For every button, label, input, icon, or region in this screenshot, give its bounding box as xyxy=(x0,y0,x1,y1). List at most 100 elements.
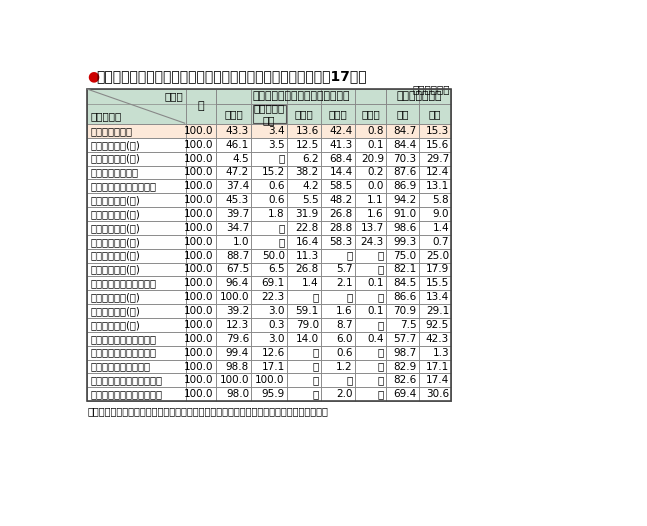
Bar xyxy=(386,332,419,346)
Bar xyxy=(252,346,287,360)
Text: 99.4: 99.4 xyxy=(226,348,249,358)
Text: 58.3: 58.3 xyxy=(330,237,353,247)
Bar xyxy=(215,179,252,193)
Bar xyxy=(386,88,452,104)
Text: －: － xyxy=(313,361,319,371)
Text: 医療職俸給表(二): 医療職俸給表(二) xyxy=(90,306,140,316)
Bar xyxy=(215,166,252,179)
Bar xyxy=(287,276,321,290)
Text: －: － xyxy=(313,389,319,399)
Text: 100.0: 100.0 xyxy=(219,376,249,386)
Bar xyxy=(419,207,452,221)
Text: 96.4: 96.4 xyxy=(226,278,249,288)
Text: 98.0: 98.0 xyxy=(226,389,249,399)
Text: 13.1: 13.1 xyxy=(426,181,449,191)
Text: 0.4: 0.4 xyxy=(367,334,384,344)
Text: 79.6: 79.6 xyxy=(226,334,249,344)
Text: 海事職俸給表(二): 海事職俸給表(二) xyxy=(90,237,140,247)
Text: 3.0: 3.0 xyxy=(269,334,285,344)
Bar xyxy=(87,151,186,166)
Bar xyxy=(252,262,287,276)
Bar xyxy=(215,151,252,166)
Bar xyxy=(287,304,321,318)
Bar xyxy=(186,276,215,290)
Text: 教育職俸給表(一): 教育職俸給表(一) xyxy=(90,250,140,260)
Text: 6.0: 6.0 xyxy=(336,334,353,344)
Bar xyxy=(252,373,287,387)
Bar xyxy=(287,166,321,179)
Bar xyxy=(355,166,386,179)
Bar xyxy=(386,290,419,304)
Text: 34.7: 34.7 xyxy=(226,223,249,233)
Text: 性別人員構成比: 性別人員構成比 xyxy=(396,91,441,101)
Text: 公安職俸給表(一): 公安職俸給表(一) xyxy=(90,195,140,205)
Bar xyxy=(87,290,186,304)
Text: 2.1: 2.1 xyxy=(336,278,353,288)
Text: 4.5: 4.5 xyxy=(232,154,249,164)
Bar xyxy=(386,262,419,276)
Bar xyxy=(252,138,287,151)
Text: －: － xyxy=(347,292,353,302)
Text: 0.0: 0.0 xyxy=(367,181,384,191)
Bar xyxy=(186,387,215,401)
Text: 87.6: 87.6 xyxy=(393,167,417,177)
Text: 第二号任期付研究員俸給表: 第二号任期付研究員俸給表 xyxy=(90,389,162,399)
Bar xyxy=(355,332,386,346)
Bar xyxy=(386,104,419,124)
Text: －: － xyxy=(378,361,384,371)
Bar xyxy=(87,318,186,332)
Text: 31.9: 31.9 xyxy=(296,209,319,219)
Text: 0.6: 0.6 xyxy=(269,195,285,205)
Bar xyxy=(215,249,252,262)
Text: －: － xyxy=(378,376,384,386)
Bar xyxy=(355,276,386,290)
Bar xyxy=(386,373,419,387)
Text: 医療職俸給表(三): 医療職俸給表(三) xyxy=(90,320,140,330)
Bar xyxy=(419,249,452,262)
Text: 48.2: 48.2 xyxy=(330,195,353,205)
Bar xyxy=(252,304,287,318)
Text: －: － xyxy=(378,292,384,302)
Text: 100.0: 100.0 xyxy=(184,167,214,177)
Bar xyxy=(87,360,186,373)
Bar xyxy=(419,373,452,387)
Bar xyxy=(87,88,452,401)
Text: 100.0: 100.0 xyxy=(184,292,214,302)
Bar xyxy=(355,124,386,138)
Text: 公安職俸給表(二): 公安職俸給表(二) xyxy=(90,209,140,219)
Text: 14.0: 14.0 xyxy=(296,334,319,344)
Bar xyxy=(355,221,386,235)
Text: 17.4: 17.4 xyxy=(426,376,449,386)
Bar xyxy=(386,387,419,401)
Text: 86.9: 86.9 xyxy=(393,181,417,191)
Bar xyxy=(355,138,386,151)
Bar xyxy=(287,151,321,166)
Text: 行政職俸給表(一): 行政職俸給表(一) xyxy=(90,140,140,150)
Text: 100.0: 100.0 xyxy=(184,237,214,247)
Bar xyxy=(87,249,186,262)
Bar xyxy=(386,346,419,360)
Bar xyxy=(355,304,386,318)
Text: 3.0: 3.0 xyxy=(269,306,285,316)
Text: 46.1: 46.1 xyxy=(226,140,249,150)
Bar xyxy=(215,207,252,221)
Bar xyxy=(386,249,419,262)
Bar xyxy=(215,387,252,401)
Bar xyxy=(252,249,287,262)
Text: 92.5: 92.5 xyxy=(426,320,449,330)
Text: （注）大学卒には修士課程及び博士課程修了者を、短大卒には高等専門学校卒業者を含む。: （注）大学卒には修士課程及び博士課程修了者を、短大卒には高等専門学校卒業者を含む… xyxy=(87,406,328,416)
Bar xyxy=(186,124,215,138)
Bar xyxy=(386,179,419,193)
Bar xyxy=(419,304,452,318)
Bar xyxy=(252,179,287,193)
Bar xyxy=(321,276,355,290)
Bar xyxy=(252,151,287,166)
Bar xyxy=(186,179,215,193)
Text: 30.6: 30.6 xyxy=(426,389,449,399)
Text: 99.3: 99.3 xyxy=(393,237,417,247)
Text: 100.0: 100.0 xyxy=(184,334,214,344)
Text: 67.5: 67.5 xyxy=(226,265,249,275)
Text: 学　歴　別　人　員　構　成　比: 学 歴 別 人 員 構 成 比 xyxy=(252,91,350,101)
Text: 6.2: 6.2 xyxy=(302,154,319,164)
Text: 100.0: 100.0 xyxy=(184,376,214,386)
